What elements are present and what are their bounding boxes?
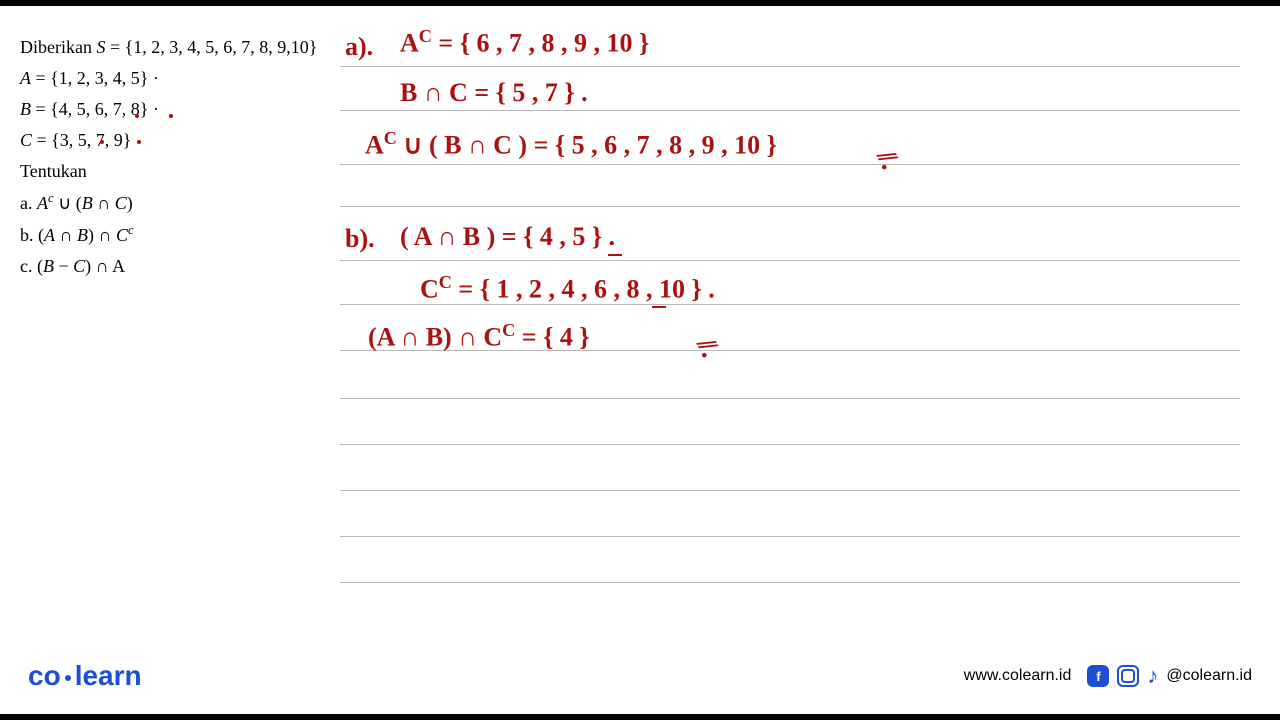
logo: colearn	[28, 660, 142, 692]
ruled-line	[340, 582, 1240, 583]
facebook-icon: f	[1087, 665, 1109, 687]
underline-4	[608, 254, 622, 256]
hw-b-slash: // .	[700, 330, 714, 362]
hw-b-label: b).	[345, 224, 375, 254]
set-c: C = {3, 5, 7, 9}	[20, 127, 330, 154]
annotation-dot	[100, 140, 104, 144]
hw-a-ac: AC = { 6 , 7 , 8 , 9 , 10 }	[400, 26, 649, 59]
annotation-dot	[137, 140, 141, 144]
ruled-line	[340, 206, 1240, 207]
hw-b-cc: CC = { 1 , 2 , 4 , 6 , 8 , 10 } .	[420, 272, 715, 305]
ruled-line	[340, 490, 1240, 491]
social-icons: f ♪ @colearn.id	[1087, 663, 1252, 689]
hw-a-label: a).	[345, 32, 373, 62]
annotation-dot	[135, 114, 139, 118]
ruled-line	[340, 536, 1240, 537]
tiktok-icon: ♪	[1147, 663, 1158, 689]
hw-a-slash: // .	[880, 142, 894, 174]
annotation-dot	[169, 114, 173, 118]
question-c: c. (B − C) ∩ A	[20, 253, 330, 280]
underline-4b	[652, 306, 666, 308]
set-b: B = {4, 5, 6, 7, 8} ·	[20, 96, 330, 123]
hw-a-bnc: B ∩ C = { 5 , 7 } .	[400, 78, 588, 108]
instagram-icon	[1117, 665, 1139, 687]
set-a: A = {1, 2, 3, 4, 5} ·	[20, 65, 330, 92]
hw-a-union: AC ∪ ( B ∩ C ) = { 5 , 6 , 7 , 8 , 9 , 1…	[365, 128, 777, 161]
question-b: b. (A ∩ B) ∩ Cc	[20, 221, 330, 249]
ruled-line	[340, 110, 1240, 111]
hw-b-result: (A ∩ B) ∩ CC = { 4 }	[368, 320, 590, 353]
question-a: a. Ac ∪ (B ∩ C)	[20, 189, 330, 217]
footer-url: www.colearn.id	[964, 667, 1072, 685]
social-handle: @colearn.id	[1166, 667, 1252, 685]
footer: colearn www.colearn.id f ♪ @colearn.id	[0, 660, 1280, 692]
ruled-line	[340, 66, 1240, 67]
ruled-line	[340, 398, 1240, 399]
ruled-line	[340, 444, 1240, 445]
ruled-line	[340, 164, 1240, 165]
problem-statement: Diberikan S = {1, 2, 3, 4, 5, 6, 7, 8, 9…	[20, 34, 330, 284]
hw-b-anb: ( A ∩ B ) = { 4 , 5 } .	[400, 222, 615, 252]
instruction: Tentukan	[20, 158, 330, 185]
given-set: Diberikan S = {1, 2, 3, 4, 5, 6, 7, 8, 9…	[20, 34, 330, 61]
ruled-line	[340, 260, 1240, 261]
